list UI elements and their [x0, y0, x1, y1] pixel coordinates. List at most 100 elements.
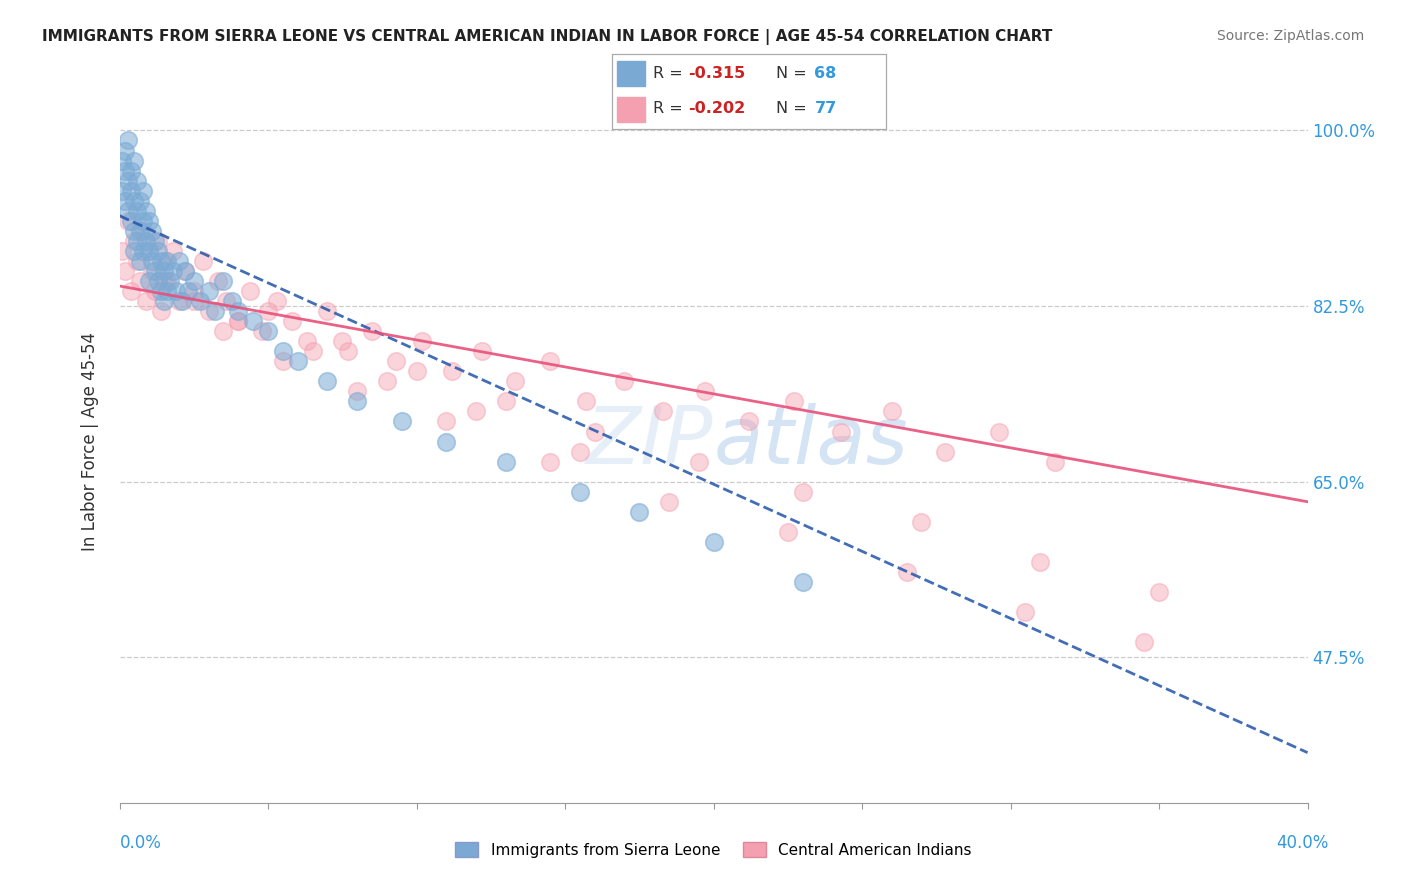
Point: [384, 354, 406, 368]
Point: [987, 425, 1010, 439]
Point: [830, 425, 852, 439]
Point: [330, 334, 353, 348]
Point: [242, 314, 264, 328]
Point: [138, 244, 160, 258]
Point: [197, 284, 219, 298]
Point: [207, 274, 229, 288]
Point: [271, 354, 294, 368]
Point: [114, 264, 136, 278]
Point: [316, 304, 339, 318]
Point: [141, 264, 163, 278]
Point: [111, 153, 134, 168]
Point: [127, 253, 149, 268]
Point: [156, 274, 179, 288]
Point: [391, 414, 413, 429]
Point: [538, 454, 561, 468]
Point: [613, 374, 636, 388]
Point: [183, 274, 205, 288]
Point: [146, 244, 169, 258]
Point: [575, 394, 598, 409]
Point: [783, 394, 806, 409]
Point: [257, 324, 280, 338]
Point: [138, 213, 160, 227]
Point: [652, 404, 675, 418]
Point: [135, 234, 157, 248]
Point: [464, 404, 488, 418]
Point: [153, 293, 176, 308]
Point: [212, 274, 235, 288]
Point: [215, 293, 238, 308]
Point: [114, 144, 136, 158]
Point: [146, 274, 169, 288]
Point: [212, 324, 235, 338]
Point: [132, 244, 155, 258]
Point: [135, 293, 157, 308]
Point: [658, 494, 681, 508]
Point: [471, 344, 494, 359]
Text: ZIP: ZIP: [586, 402, 714, 481]
Point: [228, 314, 250, 328]
Point: [153, 253, 176, 268]
Point: [146, 234, 169, 248]
Point: [117, 173, 139, 188]
Point: [127, 173, 149, 188]
Text: 77: 77: [814, 102, 837, 116]
Point: [375, 374, 398, 388]
Point: [1014, 605, 1036, 619]
Text: Source: ZipAtlas.com: Source: ZipAtlas.com: [1216, 29, 1364, 43]
Text: N =: N =: [776, 66, 813, 81]
Point: [153, 264, 176, 278]
Point: [173, 264, 195, 278]
Point: [135, 203, 157, 218]
Point: [405, 364, 427, 378]
Point: [738, 414, 761, 429]
Point: [150, 284, 173, 298]
Point: [568, 444, 591, 458]
Point: [346, 394, 368, 409]
Point: [295, 334, 318, 348]
Point: [162, 244, 184, 258]
Point: [776, 524, 799, 539]
Point: [167, 253, 190, 268]
Point: [114, 194, 136, 208]
Point: [124, 224, 146, 238]
Point: [114, 163, 136, 178]
Point: [159, 274, 181, 288]
Point: [495, 394, 517, 409]
Point: [495, 454, 517, 468]
Point: [127, 234, 149, 248]
Point: [411, 334, 433, 348]
Point: [129, 253, 152, 268]
Point: [141, 253, 163, 268]
Point: [910, 515, 932, 529]
Point: [568, 484, 591, 499]
Text: R =: R =: [652, 102, 688, 116]
Point: [117, 203, 139, 218]
Point: [156, 253, 179, 268]
Point: [693, 384, 716, 399]
Text: 0.0%: 0.0%: [120, 834, 162, 852]
Point: [156, 284, 179, 298]
Point: [250, 324, 273, 338]
Point: [337, 344, 360, 359]
Point: [281, 314, 304, 328]
Point: [120, 284, 142, 298]
Point: [880, 404, 903, 418]
Legend: Immigrants from Sierra Leone, Central American Indians: Immigrants from Sierra Leone, Central Am…: [450, 836, 977, 863]
Point: [538, 354, 561, 368]
Text: N =: N =: [776, 102, 813, 116]
FancyBboxPatch shape: [617, 62, 644, 87]
Text: IMMIGRANTS FROM SIERRA LEONE VS CENTRAL AMERICAN INDIAN IN LABOR FORCE | AGE 45-: IMMIGRANTS FROM SIERRA LEONE VS CENTRAL …: [42, 29, 1053, 45]
Point: [120, 213, 142, 227]
Point: [1147, 585, 1170, 599]
Point: [170, 293, 193, 308]
Point: [346, 384, 368, 399]
Point: [150, 253, 173, 268]
Point: [239, 284, 262, 298]
Point: [120, 163, 142, 178]
Point: [583, 425, 606, 439]
Text: -0.315: -0.315: [689, 66, 745, 81]
Point: [1133, 635, 1156, 649]
Point: [132, 213, 155, 227]
Point: [143, 234, 166, 248]
